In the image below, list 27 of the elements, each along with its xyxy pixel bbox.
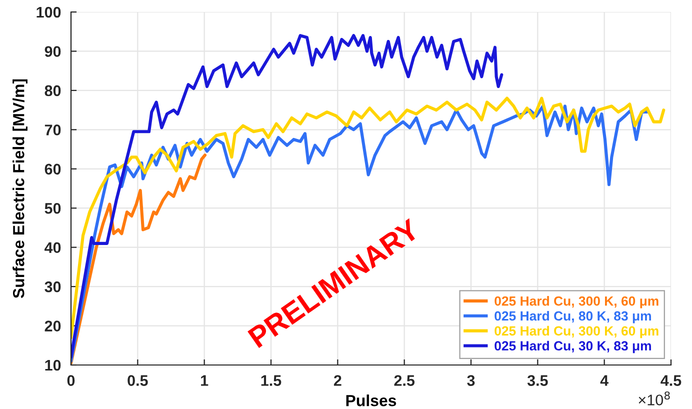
y-tick-label: 60 [44, 164, 61, 175]
legend-label: 025 Hard Cu, 300 K, 60 μm [494, 296, 658, 308]
x-tick-label: 2.5 [394, 375, 415, 386]
y-tick-label: 100 [36, 6, 61, 18]
legend-label: 025 Hard Cu, 300 K, 60 μm [494, 326, 658, 338]
y-axis-title: Surface Electric Field [MV/m] [12, 79, 28, 298]
x-tick-label: 2 [334, 375, 342, 386]
y-tick-label: 90 [44, 46, 61, 57]
legend-label: 025 Hard Cu, 80 K, 83 μm [494, 310, 651, 324]
x-tick-label: 3 [467, 375, 475, 386]
x-tick-label: 4.5 [660, 375, 682, 386]
x-tick-label: 1.5 [261, 375, 282, 386]
x-tick-label: 1 [201, 375, 208, 386]
text: ×10$^{8}$ [638, 391, 670, 406]
y-tick-label: 80 [44, 85, 61, 96]
y-tick-label: 40 [44, 242, 61, 254]
y-tick-label: 20 [44, 320, 61, 332]
x-axis-title: Pulses [346, 394, 396, 406]
x-tick-label: 0.5 [128, 375, 148, 386]
y-tick-label: 50 [44, 202, 61, 214]
x-tick-label: 4 [600, 375, 608, 386]
x-tick-label: 3.5 [527, 375, 548, 386]
legend-label: 025 Hard Cu, 30 K, 83 μm [494, 340, 651, 354]
x-tick-label: 0 [67, 375, 75, 386]
y-tick-label: 70 [44, 124, 61, 136]
y-tick-label: 30 [44, 281, 61, 292]
y-tick-label: 10 [45, 360, 61, 371]
